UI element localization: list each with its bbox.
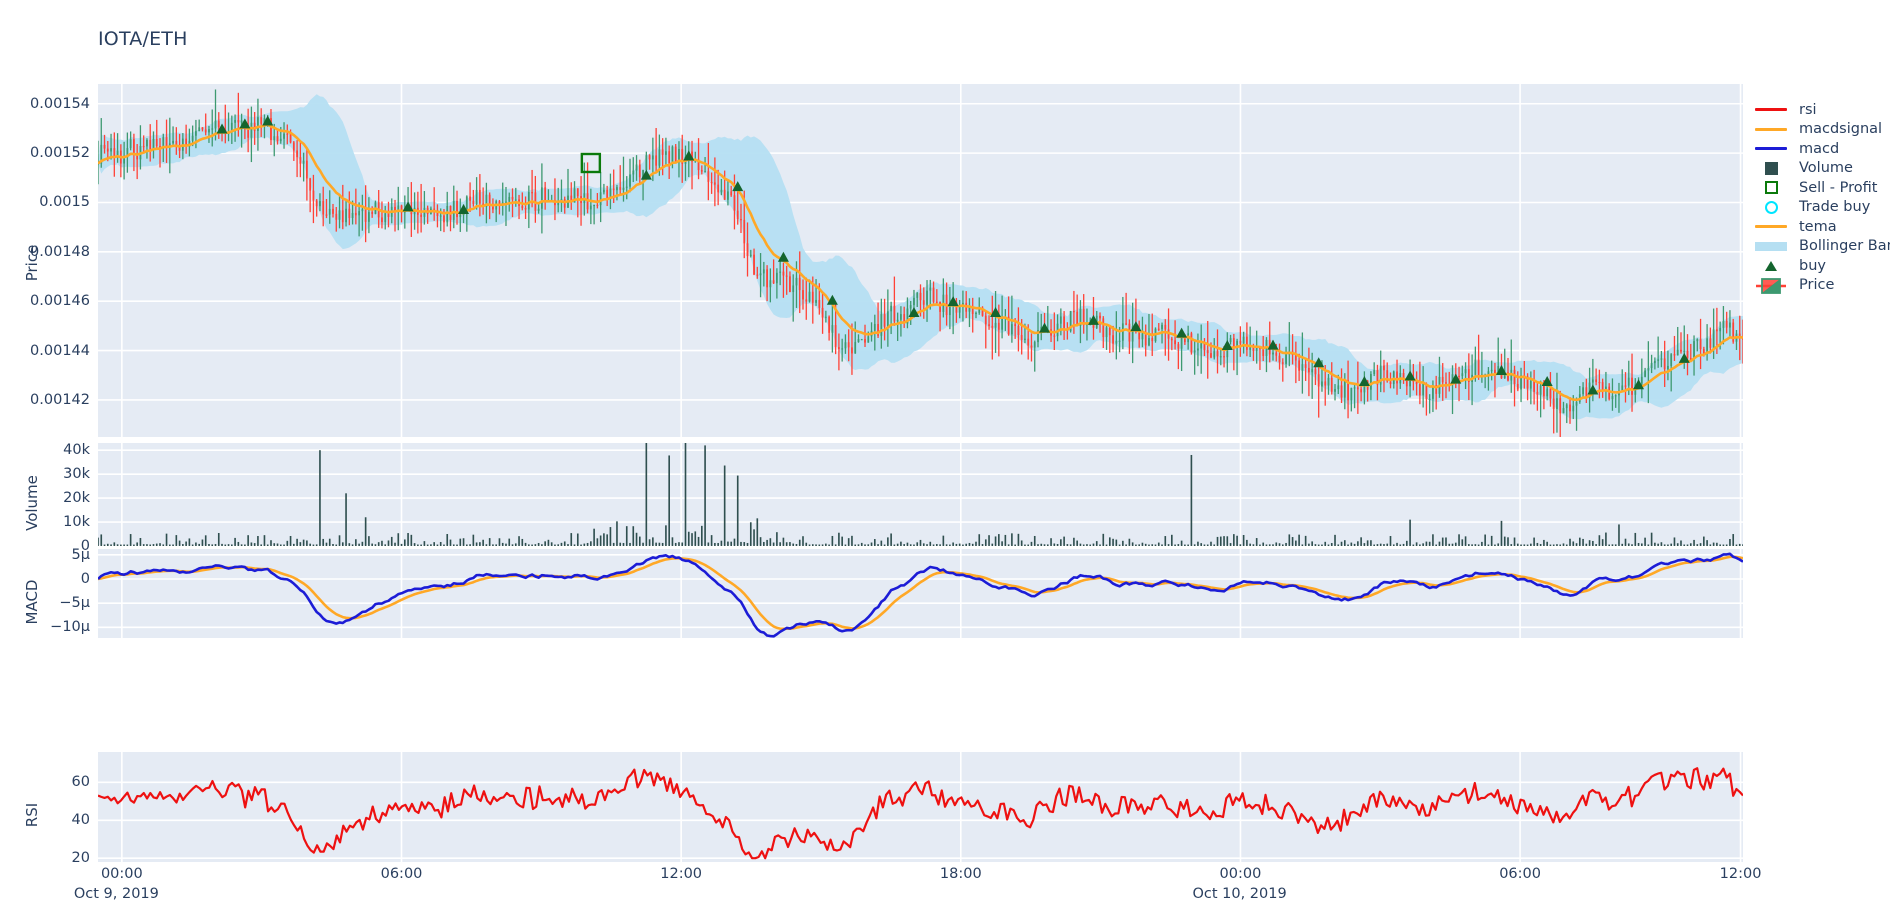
legend-item-macdsignal[interactable]: macdsignal: [1752, 120, 1890, 140]
macd-panel: [98, 549, 1743, 638]
xaxis-date-label: Oct 10, 2019: [1192, 886, 1287, 902]
legend-item-sell-profit[interactable]: Sell - Profit: [1752, 178, 1890, 198]
price-ytick: 0.00142: [30, 391, 90, 408]
price-ytick: 0.00144: [30, 342, 90, 359]
page-title: IOTA/ETH: [98, 28, 188, 50]
legend-item-tema[interactable]: tema: [1752, 217, 1890, 237]
volume-ytick: 0: [80, 538, 90, 554]
legend-item-volume[interactable]: Volume: [1752, 159, 1890, 179]
xtick: 18:00: [939, 866, 982, 882]
legend-item-macd[interactable]: macd: [1752, 139, 1890, 159]
rsi-ytick: 20: [71, 850, 90, 867]
legend-label: Sell - Profit: [1799, 179, 1878, 196]
line-icon: [1752, 100, 1790, 119]
legend-label: Bollinger Band: [1799, 238, 1890, 255]
price-panel: [98, 84, 1743, 437]
rsi-panel: [98, 752, 1743, 862]
legend-label: macd: [1799, 140, 1840, 157]
band-swatch-icon: [1752, 237, 1790, 256]
xtick: 06:00: [380, 866, 423, 882]
filled-square-icon: [1752, 159, 1790, 178]
line-icon: [1752, 139, 1790, 158]
legend-label: Price: [1799, 277, 1835, 294]
volume-ytick: 30k: [63, 466, 90, 483]
legend-label: Trade buy: [1799, 199, 1871, 216]
legend-label: buy: [1799, 257, 1826, 274]
legend[interactable]: rsi macdsignal macd Volume Sell - Profit Trad…: [1752, 100, 1890, 295]
xtick: 00:00: [100, 866, 143, 882]
rsi-ytick: 40: [71, 812, 90, 829]
open-square-icon: [1752, 178, 1790, 197]
price-ytick: 0.00152: [30, 145, 90, 162]
open-circle-icon: [1752, 198, 1790, 217]
macd-ytick: 0: [80, 570, 90, 587]
xaxis-date-label: Oct 9, 2019: [73, 886, 159, 902]
legend-label: tema: [1799, 218, 1837, 235]
price-ytick: 0.00146: [30, 293, 90, 310]
candlestick-icon: [1752, 276, 1790, 295]
xtick: 12:00: [1719, 866, 1762, 882]
line-icon: [1752, 217, 1790, 236]
legend-label: rsi: [1799, 101, 1817, 118]
xtick: 06:00: [1499, 866, 1541, 882]
volume-ytick: 20k: [63, 490, 90, 507]
line-icon: [1752, 120, 1790, 139]
legend-item-trade-buy[interactable]: Trade buy: [1752, 198, 1890, 218]
triangle-up-icon: [1752, 256, 1790, 275]
xtick: 00:00: [1219, 866, 1262, 882]
legend-item-bollinger-band[interactable]: Bollinger Band: [1752, 237, 1890, 257]
rsi-ytick: 60: [71, 774, 90, 791]
price-ytick: 0.0015: [39, 194, 90, 211]
legend-label: Volume: [1799, 160, 1853, 177]
volume-ytick: 40k: [63, 442, 90, 459]
legend-item-buy[interactable]: buy: [1752, 256, 1890, 276]
macd-ytick: 5µ: [71, 546, 90, 563]
volume-panel: [98, 443, 1743, 546]
price-ytick: 0.00154: [30, 95, 90, 112]
legend-label: macdsignal: [1799, 121, 1883, 138]
legend-item-price[interactable]: Price: [1752, 276, 1890, 296]
legend-item-rsi[interactable]: rsi: [1752, 100, 1890, 120]
volume-ytick: 10k: [63, 514, 90, 531]
price-axis-title: Price: [23, 244, 41, 282]
macd-ytick: −10µ: [50, 619, 90, 636]
xtick: 12:00: [660, 866, 703, 882]
macd-ytick: −5µ: [59, 595, 90, 612]
price-ytick: 0.00148: [30, 243, 90, 260]
